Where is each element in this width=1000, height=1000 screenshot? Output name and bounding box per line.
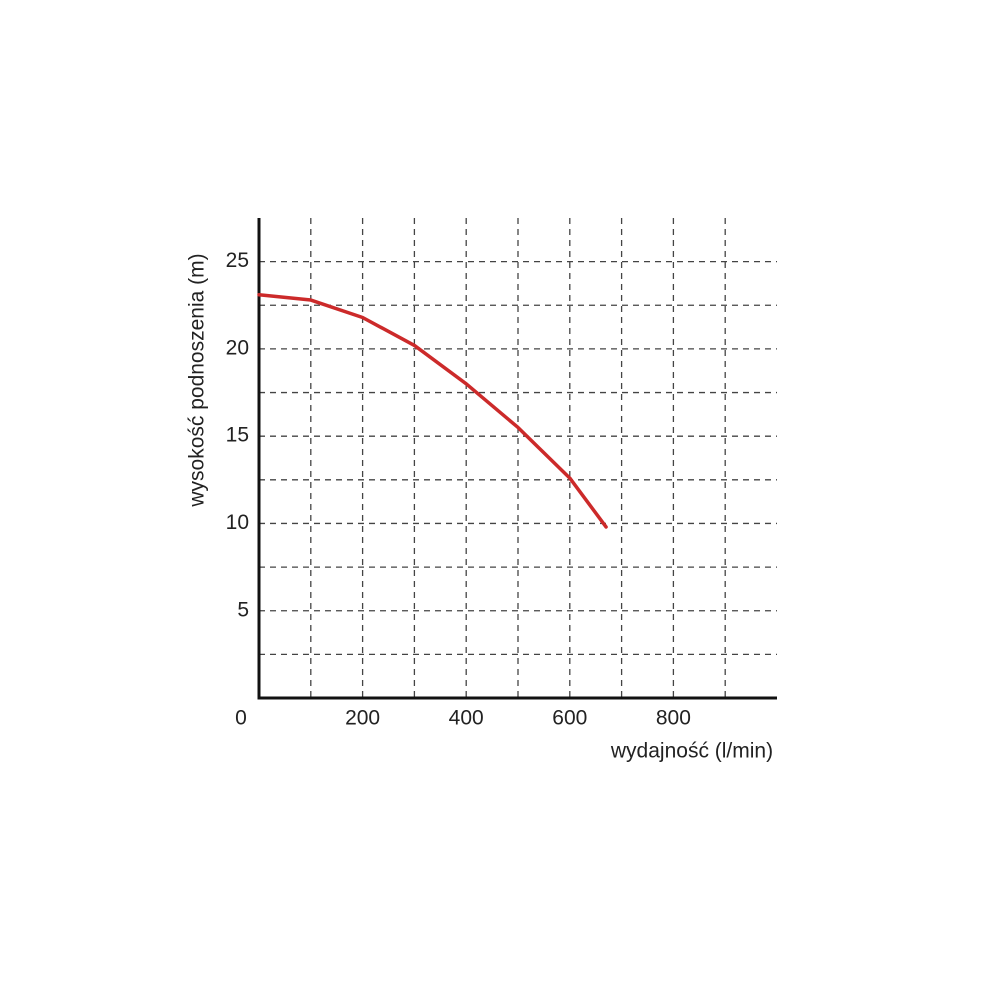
y-tick-label: 20 — [226, 336, 249, 359]
x-tick-label: 200 — [345, 707, 380, 730]
x-tick-label: 400 — [449, 707, 484, 730]
y-tick-label: 15 — [226, 424, 249, 447]
x-tick-label: 0 — [235, 707, 247, 730]
y-tick-label: 10 — [226, 511, 249, 534]
y-tick-label: 25 — [226, 249, 249, 272]
y-tick-label: 5 — [237, 598, 249, 621]
curve — [257, 293, 608, 529]
y-axis-label: wysokość podnoszenia (m) — [186, 253, 209, 507]
x-tick-label: 800 — [656, 707, 691, 730]
x-axis-label: wydajność (l/min) — [610, 740, 773, 763]
x-tick-label: 600 — [552, 707, 587, 730]
